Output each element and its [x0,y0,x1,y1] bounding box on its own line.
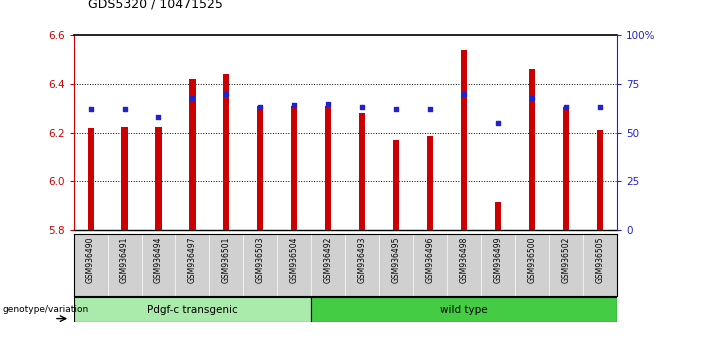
Bar [393,140,400,230]
Text: GSM936492: GSM936492 [324,237,333,283]
Text: GSM936495: GSM936495 [392,237,401,283]
Bar [597,130,603,230]
Point [560,104,571,110]
Bar [427,136,433,230]
Text: GSM936491: GSM936491 [120,237,129,283]
Point [221,91,232,97]
Bar [461,50,467,230]
Bar [88,128,94,230]
Point [526,95,538,101]
Text: wild type: wild type [440,305,488,315]
Point [458,91,470,97]
Text: GSM936499: GSM936499 [494,237,503,283]
Point [322,101,334,106]
Bar [529,69,535,230]
Bar [325,106,332,230]
Point [85,107,96,112]
Text: GDS5320 / 10471525: GDS5320 / 10471525 [88,0,222,11]
Text: GSM936498: GSM936498 [460,237,468,283]
Text: GSM936497: GSM936497 [188,237,197,283]
Text: GSM936501: GSM936501 [222,237,231,283]
Bar [74,297,311,322]
Text: GSM936493: GSM936493 [358,237,367,283]
Text: genotype/variation: genotype/variation [2,305,88,314]
Text: GSM936496: GSM936496 [426,237,435,283]
Text: GSM936490: GSM936490 [86,237,95,283]
Text: GSM936504: GSM936504 [290,237,299,283]
Bar [359,113,365,230]
Bar [156,127,161,230]
Text: GSM936494: GSM936494 [154,237,163,283]
Point [119,107,130,112]
Bar [291,106,297,230]
Text: GSM936500: GSM936500 [527,237,536,283]
Point [492,120,503,126]
Text: GSM936505: GSM936505 [595,237,604,283]
Bar [495,202,501,230]
Bar [121,127,128,230]
Point [390,107,402,112]
Bar [257,106,264,230]
Point [153,114,164,120]
Text: Pdgf-c transgenic: Pdgf-c transgenic [147,305,238,315]
Point [254,104,266,110]
Bar [189,79,196,230]
Point [187,95,198,101]
Bar [563,107,569,230]
Point [425,107,436,112]
Bar [311,297,617,322]
Point [594,104,606,110]
Point [289,103,300,108]
Text: GSM936502: GSM936502 [562,237,571,283]
Point [357,104,368,110]
Text: GSM936503: GSM936503 [256,237,265,283]
Bar [224,74,229,230]
